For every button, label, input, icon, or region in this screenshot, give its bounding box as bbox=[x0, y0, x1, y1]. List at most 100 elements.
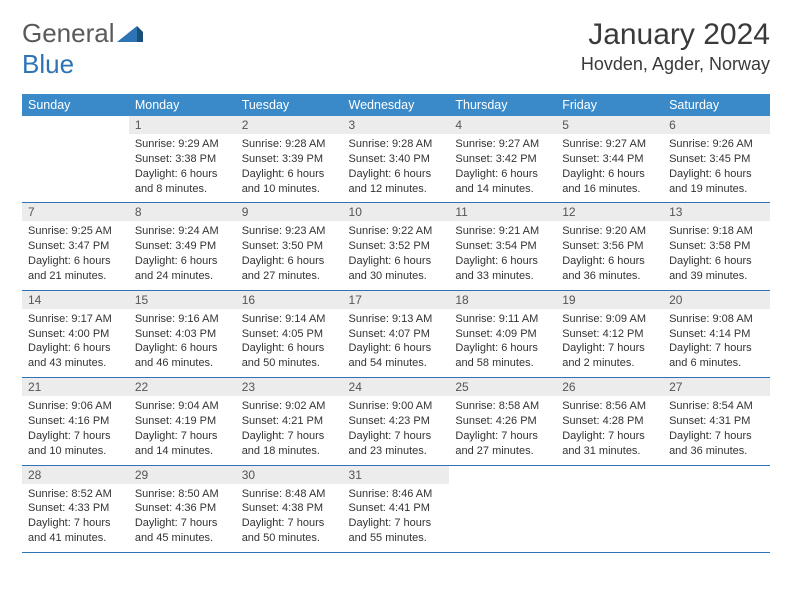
daylight-text: and 39 minutes. bbox=[669, 269, 764, 284]
daylight-text: and 2 minutes. bbox=[562, 356, 657, 371]
day-cell: 26Sunrise: 8:56 AMSunset: 4:28 PMDayligh… bbox=[556, 378, 663, 465]
day-cell: 16Sunrise: 9:14 AMSunset: 4:05 PMDayligh… bbox=[236, 290, 343, 377]
day-body: Sunrise: 9:02 AMSunset: 4:21 PMDaylight:… bbox=[236, 396, 343, 464]
sunrise-text: Sunrise: 9:24 AM bbox=[135, 224, 230, 239]
sunrise-text: Sunrise: 9:20 AM bbox=[562, 224, 657, 239]
daylight-text: and 50 minutes. bbox=[242, 356, 337, 371]
daylight-text: Daylight: 7 hours bbox=[562, 429, 657, 444]
daylight-text: Daylight: 6 hours bbox=[135, 167, 230, 182]
day-body: Sunrise: 9:20 AMSunset: 3:56 PMDaylight:… bbox=[556, 221, 663, 289]
day-cell: 2Sunrise: 9:28 AMSunset: 3:39 PMDaylight… bbox=[236, 116, 343, 203]
daylight-text: and 14 minutes. bbox=[455, 182, 550, 197]
day-number: 6 bbox=[663, 116, 770, 134]
daylight-text: and 55 minutes. bbox=[349, 531, 444, 546]
day-cell: 15Sunrise: 9:16 AMSunset: 4:03 PMDayligh… bbox=[129, 290, 236, 377]
day-body: Sunrise: 9:13 AMSunset: 4:07 PMDaylight:… bbox=[343, 309, 450, 377]
daylight-text: and 24 minutes. bbox=[135, 269, 230, 284]
day-cell: 28Sunrise: 8:52 AMSunset: 4:33 PMDayligh… bbox=[22, 465, 129, 552]
day-body: Sunrise: 9:26 AMSunset: 3:45 PMDaylight:… bbox=[663, 134, 770, 202]
daylight-text: Daylight: 7 hours bbox=[28, 429, 123, 444]
dayhead-wed: Wednesday bbox=[343, 94, 450, 116]
day-cell: 22Sunrise: 9:04 AMSunset: 4:19 PMDayligh… bbox=[129, 378, 236, 465]
daylight-text: Daylight: 7 hours bbox=[135, 516, 230, 531]
day-body: Sunrise: 9:00 AMSunset: 4:23 PMDaylight:… bbox=[343, 396, 450, 464]
daylight-text: and 41 minutes. bbox=[28, 531, 123, 546]
day-cell bbox=[556, 465, 663, 552]
sunrise-text: Sunrise: 8:54 AM bbox=[669, 399, 764, 414]
daylight-text: Daylight: 7 hours bbox=[28, 516, 123, 531]
day-number: 8 bbox=[129, 203, 236, 221]
dayhead-thu: Thursday bbox=[449, 94, 556, 116]
daylight-text: and 33 minutes. bbox=[455, 269, 550, 284]
day-cell: 18Sunrise: 9:11 AMSunset: 4:09 PMDayligh… bbox=[449, 290, 556, 377]
daylight-text: and 43 minutes. bbox=[28, 356, 123, 371]
week-row: 1Sunrise: 9:29 AMSunset: 3:38 PMDaylight… bbox=[22, 116, 770, 203]
daylight-text: Daylight: 7 hours bbox=[562, 341, 657, 356]
day-body: Sunrise: 9:28 AMSunset: 3:40 PMDaylight:… bbox=[343, 134, 450, 202]
day-body: Sunrise: 9:11 AMSunset: 4:09 PMDaylight:… bbox=[449, 309, 556, 377]
daylight-text: Daylight: 6 hours bbox=[242, 167, 337, 182]
daylight-text: and 46 minutes. bbox=[135, 356, 230, 371]
sunset-text: Sunset: 4:38 PM bbox=[242, 501, 337, 516]
daylight-text: and 10 minutes. bbox=[28, 444, 123, 459]
logo-mark-icon bbox=[117, 24, 143, 42]
daylight-text: Daylight: 7 hours bbox=[135, 429, 230, 444]
daylight-text: Daylight: 6 hours bbox=[28, 341, 123, 356]
day-number: 20 bbox=[663, 291, 770, 309]
dayhead-mon: Monday bbox=[129, 94, 236, 116]
day-body: Sunrise: 9:27 AMSunset: 3:44 PMDaylight:… bbox=[556, 134, 663, 202]
daylight-text: and 54 minutes. bbox=[349, 356, 444, 371]
logo-text: GeneralBlue bbox=[22, 18, 143, 80]
dayhead-tue: Tuesday bbox=[236, 94, 343, 116]
day-number: 29 bbox=[129, 466, 236, 484]
sunset-text: Sunset: 3:56 PM bbox=[562, 239, 657, 254]
sunset-text: Sunset: 4:31 PM bbox=[669, 414, 764, 429]
daylight-text: Daylight: 6 hours bbox=[349, 254, 444, 269]
week-row: 28Sunrise: 8:52 AMSunset: 4:33 PMDayligh… bbox=[22, 465, 770, 552]
day-body: Sunrise: 8:56 AMSunset: 4:28 PMDaylight:… bbox=[556, 396, 663, 464]
header: GeneralBlue January 2024 Hovden, Agder, … bbox=[22, 18, 770, 80]
sunrise-text: Sunrise: 9:13 AM bbox=[349, 312, 444, 327]
sunrise-text: Sunrise: 8:52 AM bbox=[28, 487, 123, 502]
sunrise-text: Sunrise: 9:14 AM bbox=[242, 312, 337, 327]
day-body: Sunrise: 9:23 AMSunset: 3:50 PMDaylight:… bbox=[236, 221, 343, 289]
week-row: 14Sunrise: 9:17 AMSunset: 4:00 PMDayligh… bbox=[22, 290, 770, 377]
daylight-text: and 45 minutes. bbox=[135, 531, 230, 546]
day-body: Sunrise: 9:09 AMSunset: 4:12 PMDaylight:… bbox=[556, 309, 663, 377]
daylight-text: and 10 minutes. bbox=[242, 182, 337, 197]
day-cell: 4Sunrise: 9:27 AMSunset: 3:42 PMDaylight… bbox=[449, 116, 556, 203]
daylight-text: and 36 minutes. bbox=[562, 269, 657, 284]
sunset-text: Sunset: 4:03 PM bbox=[135, 327, 230, 342]
sunset-text: Sunset: 3:42 PM bbox=[455, 152, 550, 167]
day-body: Sunrise: 9:18 AMSunset: 3:58 PMDaylight:… bbox=[663, 221, 770, 289]
day-body: Sunrise: 8:52 AMSunset: 4:33 PMDaylight:… bbox=[22, 484, 129, 552]
sunset-text: Sunset: 4:23 PM bbox=[349, 414, 444, 429]
day-number: 27 bbox=[663, 378, 770, 396]
daylight-text: and 6 minutes. bbox=[669, 356, 764, 371]
sunset-text: Sunset: 3:50 PM bbox=[242, 239, 337, 254]
day-number: 14 bbox=[22, 291, 129, 309]
day-number: 30 bbox=[236, 466, 343, 484]
sunset-text: Sunset: 4:16 PM bbox=[28, 414, 123, 429]
sunset-text: Sunset: 4:00 PM bbox=[28, 327, 123, 342]
title-block: January 2024 Hovden, Agder, Norway bbox=[581, 18, 770, 75]
day-body: Sunrise: 9:22 AMSunset: 3:52 PMDaylight:… bbox=[343, 221, 450, 289]
daylight-text: Daylight: 7 hours bbox=[669, 341, 764, 356]
day-number: 24 bbox=[343, 378, 450, 396]
daylight-text: Daylight: 7 hours bbox=[669, 429, 764, 444]
daylight-text: and 18 minutes. bbox=[242, 444, 337, 459]
dayhead-sun: Sunday bbox=[22, 94, 129, 116]
sunrise-text: Sunrise: 9:09 AM bbox=[562, 312, 657, 327]
day-body: Sunrise: 9:27 AMSunset: 3:42 PMDaylight:… bbox=[449, 134, 556, 202]
sunrise-text: Sunrise: 9:26 AM bbox=[669, 137, 764, 152]
logo-text-blue: Blue bbox=[22, 49, 74, 79]
day-cell: 25Sunrise: 8:58 AMSunset: 4:26 PMDayligh… bbox=[449, 378, 556, 465]
day-number: 3 bbox=[343, 116, 450, 134]
day-number: 7 bbox=[22, 203, 129, 221]
sunrise-text: Sunrise: 9:28 AM bbox=[349, 137, 444, 152]
week-row: 21Sunrise: 9:06 AMSunset: 4:16 PMDayligh… bbox=[22, 378, 770, 465]
daylight-text: Daylight: 7 hours bbox=[349, 429, 444, 444]
day-body: Sunrise: 9:08 AMSunset: 4:14 PMDaylight:… bbox=[663, 309, 770, 377]
day-number: 26 bbox=[556, 378, 663, 396]
month-title: January 2024 bbox=[581, 18, 770, 52]
